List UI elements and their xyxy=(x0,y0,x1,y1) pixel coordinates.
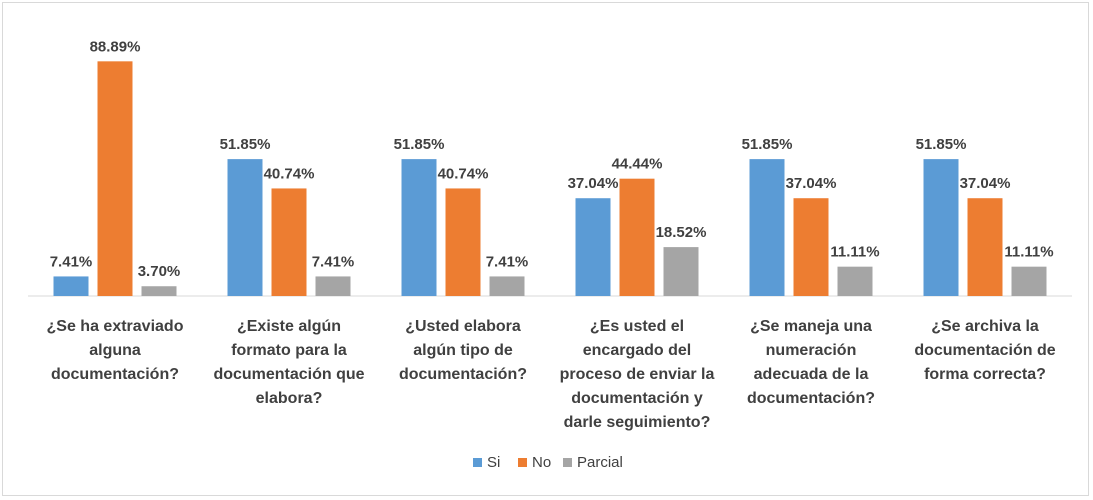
bar-no-3 xyxy=(445,188,481,296)
category-labels-layer: ¿Se ha extraviado alguna documentación? ¿Ex… xyxy=(47,318,1056,431)
value-label-no-4: 44.44% xyxy=(612,156,663,173)
value-label-parcial-3: 7.41% xyxy=(486,253,529,270)
bar-si-3 xyxy=(401,159,437,296)
bar-no-6 xyxy=(967,198,1003,296)
value-label-parcial-2: 7.41% xyxy=(312,253,355,270)
value-label-si-4: 37.04% xyxy=(568,175,619,192)
bars-layer xyxy=(53,61,1047,296)
category-label-2: ¿Existe algún formato para la documentació… xyxy=(213,318,364,407)
value-label-parcial-4: 18.52% xyxy=(656,224,707,241)
value-label-parcial-5: 11.11% xyxy=(830,244,879,261)
value-label-si-1: 7.41% xyxy=(50,253,93,270)
category-label-3: ¿Usted elabora algún tipo de documentación… xyxy=(399,318,527,383)
legend-label-si: Si xyxy=(487,454,500,471)
bar-si-1 xyxy=(53,276,89,296)
bar-si-2 xyxy=(227,159,263,296)
category-label-1: ¿Se ha extraviado alguna documentación? xyxy=(47,318,184,383)
legend-label-parcial: Parcial xyxy=(577,454,623,471)
value-label-no-5: 37.04% xyxy=(786,175,837,192)
bar-no-1 xyxy=(97,61,133,296)
bar-no-5 xyxy=(793,198,829,296)
legend-swatch-no xyxy=(518,458,527,467)
bar-no-2 xyxy=(271,188,307,296)
legend: Si No Parcial xyxy=(473,454,623,471)
value-label-si-5: 51.85% xyxy=(742,136,793,153)
value-label-no-6: 37.04% xyxy=(960,175,1011,192)
legend-swatch-parcial xyxy=(563,458,572,467)
bar-si-6 xyxy=(923,159,959,296)
value-label-no-3: 40.74% xyxy=(438,165,489,182)
category-label-5: ¿Se maneja una numeración adecuada de la do… xyxy=(747,318,875,407)
bar-parcial-5 xyxy=(837,266,873,296)
value-label-si-2: 51.85% xyxy=(220,136,271,153)
bar-parcial-1 xyxy=(141,286,177,296)
value-label-no-1: 88.89% xyxy=(90,38,141,55)
bar-parcial-2 xyxy=(315,276,351,296)
bar-no-4 xyxy=(619,178,655,296)
value-label-parcial-6: 11.11% xyxy=(1004,244,1053,261)
category-label-4: ¿Es usted el encargado del proceso de envi… xyxy=(560,318,715,431)
bar-parcial-6 xyxy=(1011,266,1047,296)
value-label-parcial-1: 3.70% xyxy=(138,263,181,280)
legend-label-no: No xyxy=(532,454,551,471)
value-label-si-3: 51.85% xyxy=(394,136,445,153)
bar-si-5 xyxy=(749,159,785,296)
value-label-si-6: 51.85% xyxy=(916,136,967,153)
bar-parcial-4 xyxy=(663,247,699,296)
bar-parcial-3 xyxy=(489,276,525,296)
category-label-6: ¿Se archiva la documentación de forma corr… xyxy=(914,318,1055,383)
value-labels-layer: 7.41% 88.89% 3.70% 51.85% 40.74% 7.41% 51.85% 4… xyxy=(50,38,1054,280)
bar-si-4 xyxy=(575,198,611,296)
legend-swatch-si xyxy=(473,458,482,467)
value-label-no-2: 40.74% xyxy=(264,165,315,182)
